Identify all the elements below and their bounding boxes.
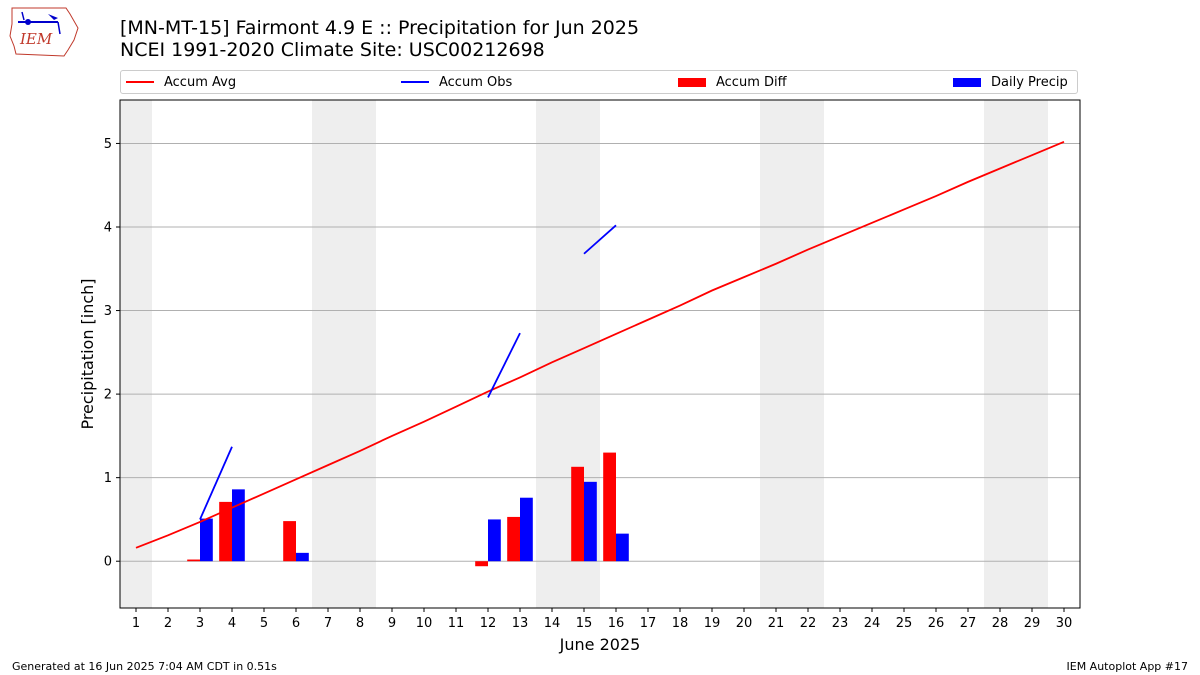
x-tick-label: 13: [512, 616, 529, 631]
x-tick-label: 28: [992, 616, 1009, 631]
y-axis-label: Precipitation [inch]: [78, 278, 97, 429]
weekend-band: [120, 100, 152, 608]
weekend-band: [312, 100, 344, 608]
iem-logo: IEM: [9, 7, 79, 57]
legend: Accum Avg Accum Obs Accum Diff Daily Pre…: [120, 70, 1078, 94]
accum-diff-bar: [571, 466, 584, 562]
legend-swatch-accum-obs: [401, 81, 429, 83]
daily-precip-bar: [616, 533, 629, 562]
accum-diff-bar: [603, 452, 616, 562]
daily-precip-bar: [520, 497, 533, 562]
x-tick-label: 9: [388, 616, 396, 631]
y-tick-label: 0: [104, 555, 112, 570]
x-tick-label: 6: [292, 616, 300, 631]
accum-obs-line: [199, 446, 233, 520]
daily-precip-bar: [488, 519, 501, 562]
plot-frame: [119, 99, 1081, 609]
x-tick-label: 21: [768, 616, 785, 631]
x-tick-label: 23: [832, 616, 849, 631]
chart-title: [MN-MT-15] Fairmont 4.9 E :: Precipitati…: [120, 17, 640, 39]
accum-obs-line: [583, 224, 617, 255]
legend-swatch-accum-diff: [678, 77, 706, 87]
x-tick-label: 4: [228, 616, 236, 631]
x-tick-label: 20: [736, 616, 753, 631]
x-tick-label: 2: [164, 616, 172, 631]
x-tick-label: 24: [864, 616, 881, 631]
y-tick-label: 5: [104, 137, 112, 152]
x-tick-label: 16: [608, 616, 625, 631]
legend-label: Accum Obs: [439, 74, 513, 90]
weekend-band: [760, 100, 792, 608]
daily-precip-bar: [232, 489, 245, 562]
weekend-band: [984, 100, 1016, 608]
legend-accum-diff: Accum Diff: [678, 71, 787, 93]
legend-daily-precip: Daily Precip: [953, 71, 1068, 93]
logo-text: IEM: [19, 30, 53, 48]
y-tick-label: 2: [104, 388, 112, 403]
accum-obs-line: [487, 332, 521, 398]
legend-swatch-accum-avg: [126, 81, 154, 83]
x-tick-label: 12: [480, 616, 497, 631]
y-tick-label: 3: [104, 304, 112, 319]
chart-subtitle: NCEI 1991-2020 Climate Site: USC00212698: [120, 39, 545, 61]
x-tick-label: 26: [928, 616, 945, 631]
x-tick-label: 14: [544, 616, 561, 631]
weekend-band: [344, 100, 376, 608]
weekend-band: [536, 100, 568, 608]
footer-app: IEM Autoplot App #17: [1066, 660, 1189, 673]
x-tick-label: 5: [260, 616, 268, 631]
legend-label: Accum Avg: [164, 74, 237, 90]
x-tick-label: 25: [896, 616, 913, 631]
x-tick-label: 10: [416, 616, 433, 631]
legend-accum-obs: Accum Obs: [401, 71, 512, 93]
daily-precip-bar: [296, 552, 309, 562]
x-tick-label: 8: [356, 616, 364, 631]
x-axis-label: June 2025: [559, 635, 641, 654]
legend-swatch-daily-precip: [953, 77, 981, 87]
legend-label: Accum Diff: [716, 74, 787, 90]
daily-precip-bar: [200, 518, 213, 562]
x-tick-label: 15: [576, 616, 593, 631]
x-tick-label: 29: [1024, 616, 1041, 631]
legend-label: Daily Precip: [991, 74, 1068, 90]
x-tick-label: 30: [1056, 616, 1073, 631]
x-tick-label: 7: [324, 616, 332, 631]
x-tick-label: 17: [640, 616, 657, 631]
accum-avg-line: [135, 140, 1065, 549]
y-tick-label: 1: [104, 471, 112, 486]
accum-diff-bar: [283, 521, 296, 562]
x-tick-label: 27: [960, 616, 977, 631]
weekend-band: [792, 100, 824, 608]
daily-precip-bar: [584, 481, 597, 562]
weekend-band: [1016, 100, 1048, 608]
y-tick-label: 4: [104, 221, 112, 236]
x-tick-label: 1: [132, 616, 140, 631]
x-tick-label: 19: [704, 616, 721, 631]
accum-diff-bar: [219, 501, 232, 562]
footer-generated: Generated at 16 Jun 2025 7:04 AM CDT in …: [12, 660, 277, 673]
x-tick-label: 3: [196, 616, 204, 631]
x-tick-label: 18: [672, 616, 689, 631]
accum-diff-bar: [475, 561, 488, 567]
accum-diff-bar: [187, 559, 200, 562]
legend-accum-avg: Accum Avg: [126, 71, 236, 93]
accum-diff-bar: [507, 516, 520, 562]
x-tick-label: 11: [448, 616, 465, 631]
x-tick-label: 22: [800, 616, 817, 631]
